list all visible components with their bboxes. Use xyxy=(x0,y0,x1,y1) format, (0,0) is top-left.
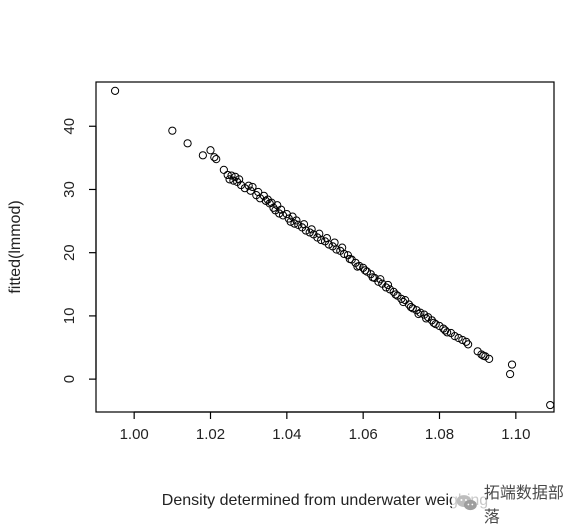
data-point xyxy=(210,153,219,162)
data-point xyxy=(391,290,400,299)
data-point xyxy=(229,176,238,185)
data-point xyxy=(198,151,207,160)
y-tick-label: 10 xyxy=(61,308,78,325)
data-point xyxy=(286,217,295,226)
points-layer xyxy=(110,86,555,410)
data-point xyxy=(168,126,177,135)
data-point xyxy=(454,333,463,343)
data-point xyxy=(477,350,486,359)
y-tick-label: 40 xyxy=(61,118,78,135)
y-axis: 0 10 20 30 40 xyxy=(61,118,97,383)
data-point xyxy=(506,369,515,379)
data-point xyxy=(339,249,349,259)
data-point xyxy=(246,186,255,195)
data-point xyxy=(301,226,311,235)
data-point xyxy=(355,261,364,271)
data-point xyxy=(408,304,417,313)
data-point xyxy=(248,182,257,192)
data-point xyxy=(317,235,326,245)
x-tick-label: 1.10 xyxy=(501,426,530,443)
data-point xyxy=(110,86,120,95)
data-point xyxy=(183,139,192,148)
data-point xyxy=(219,165,228,174)
watermark-text: 拓端数据部落 xyxy=(483,483,564,526)
data-point xyxy=(292,216,301,225)
data-point xyxy=(206,146,215,155)
data-point xyxy=(383,280,393,290)
data-point xyxy=(414,309,423,319)
data-point xyxy=(443,328,452,337)
x-axis: 1.00 1.02 1.04 1.06 1.08 1.10 xyxy=(120,411,530,443)
data-point xyxy=(431,320,440,329)
x-tick-label: 1.06 xyxy=(349,426,378,443)
y-tick-label: 0 xyxy=(61,375,78,383)
data-point xyxy=(422,314,431,323)
data-point xyxy=(485,354,494,363)
x-tick-label: 1.00 xyxy=(120,426,149,443)
wechat-icon xyxy=(456,495,477,511)
data-point xyxy=(374,277,383,286)
x-tick-label: 1.04 xyxy=(272,426,301,443)
y-tick-label: 30 xyxy=(61,181,78,198)
x-axis-title: Density determined from underwater weigh… xyxy=(162,492,488,509)
data-point xyxy=(360,266,370,275)
data-point xyxy=(307,225,316,234)
data-point xyxy=(464,340,473,349)
data-point xyxy=(223,170,232,180)
data-point xyxy=(277,205,286,214)
data-point xyxy=(332,245,341,254)
data-point xyxy=(458,335,467,345)
data-point xyxy=(507,360,517,369)
x-tick-label: 1.02 xyxy=(196,426,225,443)
data-point xyxy=(244,181,253,190)
data-point xyxy=(416,308,425,317)
watermark: 拓端数据部落 xyxy=(452,477,583,529)
data-point xyxy=(376,275,385,284)
data-point xyxy=(450,332,459,341)
x-tick-label: 1.08 xyxy=(425,426,454,443)
data-point xyxy=(235,175,244,184)
y-tick-label: 20 xyxy=(61,244,78,261)
data-point xyxy=(546,400,555,410)
y-axis-title: fitted(lmmod) xyxy=(7,200,24,293)
data-point xyxy=(227,171,236,180)
scatter-plot: 1.00 1.02 1.04 1.06 1.08 1.10 0 10 20 30 40 Densi… xyxy=(7,81,555,509)
data-point xyxy=(381,283,391,292)
data-point xyxy=(324,240,333,249)
plot-frame xyxy=(95,81,555,413)
data-point xyxy=(212,155,221,164)
data-point xyxy=(462,337,471,346)
